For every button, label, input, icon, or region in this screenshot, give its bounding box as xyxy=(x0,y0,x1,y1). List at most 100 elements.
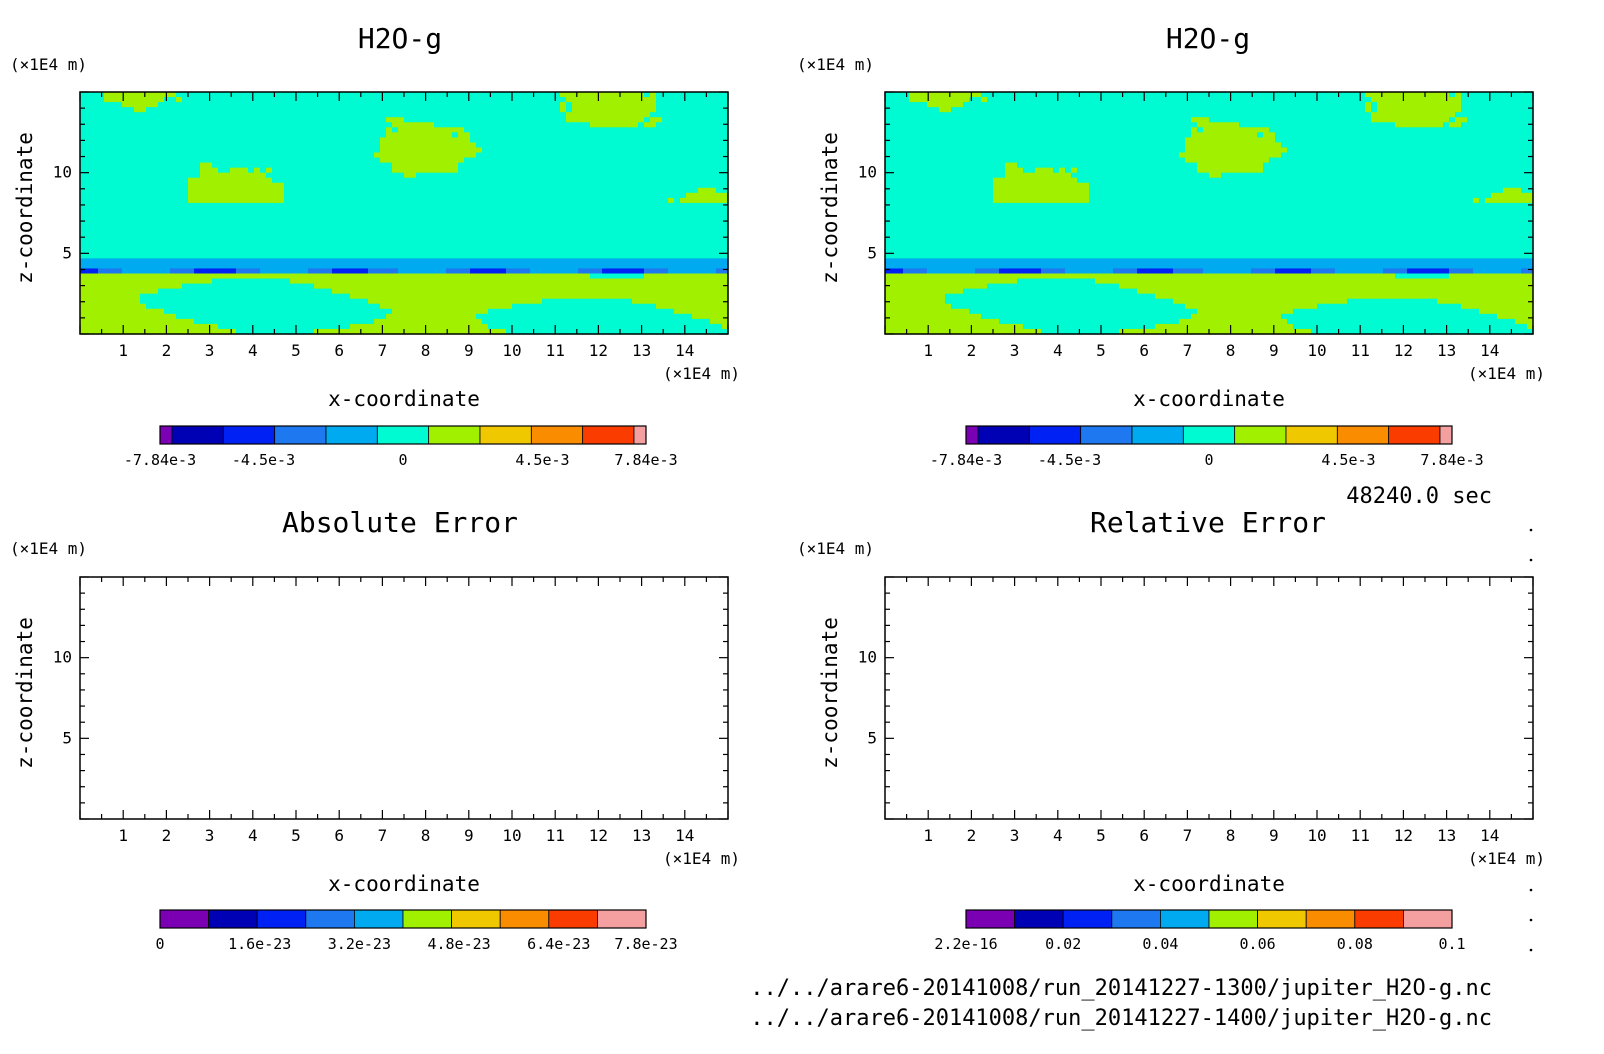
contour-cell xyxy=(554,253,561,259)
contour-cell xyxy=(476,97,483,103)
contour-cell xyxy=(452,258,459,265)
contour-cell xyxy=(278,187,285,194)
contour-cell xyxy=(368,107,375,113)
contour-cell xyxy=(206,303,213,310)
contour-cell xyxy=(272,197,279,204)
contour-cell xyxy=(398,112,405,118)
contour-cell xyxy=(512,218,519,224)
contour-cell xyxy=(98,172,105,179)
contour-cell xyxy=(272,107,279,113)
contour-cell xyxy=(620,202,627,209)
contour-cell xyxy=(260,248,267,254)
contour-cell xyxy=(524,122,531,128)
contour-cell xyxy=(560,303,567,310)
contour-cell xyxy=(584,243,591,249)
contour-cell xyxy=(662,283,669,290)
contour-cell xyxy=(110,298,117,305)
contour-cell xyxy=(86,313,93,320)
contour-cell xyxy=(368,97,375,103)
contour-cell xyxy=(368,202,375,209)
contour-cell xyxy=(368,278,375,285)
contour-cell xyxy=(86,318,93,325)
contour-cell xyxy=(176,197,183,204)
contour-cell xyxy=(80,187,87,194)
contour-cell xyxy=(578,162,585,169)
contour-cell xyxy=(506,298,513,305)
contour-cell xyxy=(158,202,165,209)
contour-cell xyxy=(446,102,453,108)
contour-cell xyxy=(692,177,699,184)
contour-cell xyxy=(362,253,369,259)
contour-cell xyxy=(554,313,561,320)
contour-cell xyxy=(86,107,93,113)
contour-cell xyxy=(662,142,669,149)
contour-cell xyxy=(506,328,513,335)
contour-cell xyxy=(338,278,345,285)
contour-cell xyxy=(464,238,471,244)
contour-cell xyxy=(446,127,453,133)
contour-cell xyxy=(506,313,513,320)
contour-cell xyxy=(326,97,333,103)
contour-cell xyxy=(482,117,489,123)
contour-cell xyxy=(410,248,417,254)
contour-cell xyxy=(476,172,483,179)
contour-cell xyxy=(692,112,699,118)
contour-cell xyxy=(500,177,507,184)
contour-cell xyxy=(428,112,435,118)
contour-cell xyxy=(482,253,489,259)
contour-cell xyxy=(320,197,327,204)
contour-cell xyxy=(698,303,705,310)
contour-cell xyxy=(80,107,87,113)
contour-cell xyxy=(680,228,687,234)
contour-cell xyxy=(686,248,693,254)
contour-cell xyxy=(548,278,555,285)
contour-cell xyxy=(266,218,273,224)
contour-cell xyxy=(176,147,183,154)
contour-cell xyxy=(680,107,687,113)
contour-cell xyxy=(176,132,183,138)
contour-cell xyxy=(308,278,315,285)
contour-cell xyxy=(350,192,357,199)
contour-cell xyxy=(428,132,435,138)
contour-cell xyxy=(404,273,411,280)
contour-cell xyxy=(224,182,231,189)
contour-cell xyxy=(200,303,207,310)
contour-cell xyxy=(224,177,231,184)
contour-cell xyxy=(212,228,219,234)
contour-cell xyxy=(272,218,279,224)
contour-cell xyxy=(380,142,387,149)
contour-cell xyxy=(110,268,117,275)
contour-cell xyxy=(200,313,207,320)
contour-cell xyxy=(332,213,339,219)
contour-cell xyxy=(230,223,237,229)
contour-cell xyxy=(572,238,579,244)
contour-cell xyxy=(620,182,627,189)
contour-cell xyxy=(392,268,399,275)
contour-cell xyxy=(662,97,669,103)
contour-cell xyxy=(158,102,165,108)
contour-cell xyxy=(362,233,369,239)
contour-cell xyxy=(308,308,315,315)
contour-cell xyxy=(230,243,237,249)
contour-cell xyxy=(668,308,675,315)
contour-cell xyxy=(392,162,399,169)
contour-cell xyxy=(134,283,141,290)
contour-cell xyxy=(368,238,375,244)
contour-cell xyxy=(110,223,117,229)
contour-cell xyxy=(644,303,651,310)
contour-cell xyxy=(638,228,645,234)
contour-cell xyxy=(566,283,573,290)
contour-cell xyxy=(188,313,195,320)
contour-cell xyxy=(542,207,549,214)
contour-cell xyxy=(266,172,273,179)
contour-cell xyxy=(524,92,531,98)
contour-cell xyxy=(482,152,489,159)
contour-cell xyxy=(620,283,627,290)
contour-cell xyxy=(650,102,657,108)
contour-cell xyxy=(302,283,309,290)
contour-cell xyxy=(278,318,285,325)
contour-cell xyxy=(296,313,303,320)
contour-cell xyxy=(296,107,303,113)
contour-cell xyxy=(266,288,273,295)
contour-cell xyxy=(536,293,543,300)
